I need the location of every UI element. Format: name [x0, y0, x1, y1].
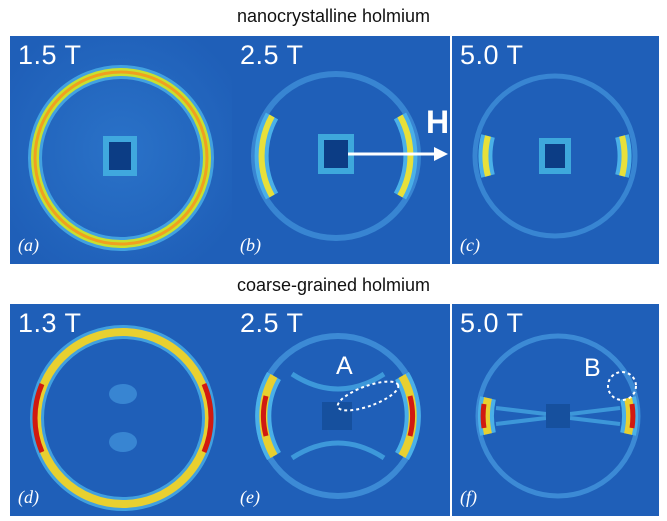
ring-intense-left — [32, 383, 45, 453]
row-title-coarse-grained: coarse-grained holmium — [236, 275, 431, 295]
field-value: 2.5 T — [240, 308, 304, 338]
arc-right — [397, 114, 414, 198]
field-value: 1.5 T — [18, 40, 82, 70]
saxs-pattern-d — [10, 304, 232, 516]
arc-left — [258, 114, 275, 198]
panel-label: (e) — [240, 487, 260, 507]
region-b-label: B — [584, 354, 601, 382]
panel-label: (f) — [460, 487, 477, 507]
ring-intense-right — [201, 383, 214, 453]
saxs-pattern-f — [452, 304, 659, 516]
field-value: 2.5 T — [240, 40, 304, 70]
arc-left — [482, 135, 491, 177]
panel-f: 5.0 T B (f) — [452, 304, 659, 516]
beam-stop — [324, 140, 348, 168]
panel-label: (d) — [18, 487, 39, 507]
row-title-nanocrystalline: nanocrystalline holmium — [236, 6, 431, 26]
arc-right — [619, 135, 628, 177]
field-value: 5.0 T — [460, 40, 524, 70]
panel-label: (b) — [240, 235, 261, 255]
panel-label: (c) — [460, 235, 480, 255]
region-a-outline — [336, 380, 400, 412]
panel-b: 2.5 T H (b) — [232, 36, 450, 264]
panel-label: (a) — [18, 235, 39, 255]
arc-left-peak — [260, 395, 269, 437]
panel-d: 1.3 T (d) — [10, 304, 232, 516]
saxs-pattern-c — [452, 36, 659, 264]
field-value: 5.0 T — [460, 308, 524, 338]
panel-c: 5.0 T (c) — [452, 36, 659, 264]
beam-stop — [545, 144, 565, 168]
panel-e: 2.5 T A (e) — [232, 304, 450, 516]
panel-a: 1.5 T (a) — [10, 36, 232, 264]
saxs-pattern-e — [232, 304, 450, 516]
field-direction-label: H — [426, 104, 450, 140]
beam-stop — [109, 142, 131, 170]
region-b-outline — [607, 371, 637, 401]
field-value: 1.3 T — [18, 308, 82, 338]
arc-right-peak — [407, 395, 416, 437]
saxs-pattern-a — [10, 36, 232, 264]
field-arrow-head — [434, 147, 448, 161]
ring-core — [33, 70, 209, 246]
region-a-label: A — [336, 352, 353, 380]
saxs-pattern-b — [232, 36, 450, 264]
